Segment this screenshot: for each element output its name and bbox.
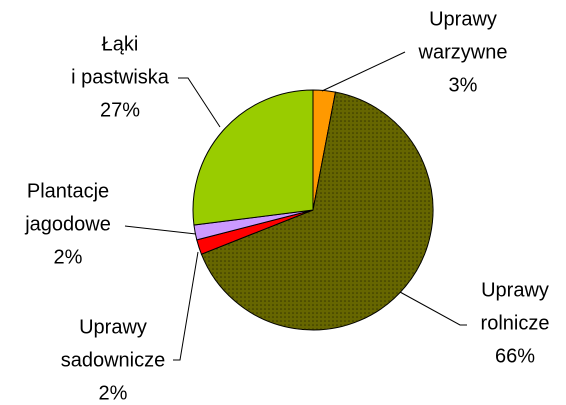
category-label: Łąki i pastwiska	[71, 33, 169, 89]
leader-line	[173, 251, 199, 361]
value-label: 2%	[53, 246, 83, 269]
slice-label: Uprawy rolnicze 66%	[481, 275, 550, 374]
pie-slice	[192, 89, 314, 226]
slice-label: Uprawy warzywne 3%	[419, 4, 508, 103]
category-label: Uprawy rolnicze	[480, 279, 550, 335]
slice-label: Uprawy sadownicze 2%	[61, 312, 166, 405]
value-label: 27%	[99, 99, 141, 122]
category-label: Plantacje jagodowe	[25, 180, 111, 236]
value-label: 2%	[98, 382, 128, 405]
leader-line	[124, 225, 197, 235]
category-label: Uprawy sadownicze	[60, 316, 166, 372]
slice-label: Łąki i pastwiska 27%	[71, 29, 169, 128]
slice-texture	[201, 92, 433, 331]
value-label: 3%	[448, 74, 478, 97]
value-label: 66%	[494, 345, 536, 368]
leader-line	[321, 51, 406, 92]
category-label: Uprawy warzywne	[418, 8, 508, 64]
leader-line	[399, 291, 467, 326]
leader-line	[178, 77, 221, 128]
slice-label: Plantacje jagodowe 2%	[25, 176, 111, 275]
